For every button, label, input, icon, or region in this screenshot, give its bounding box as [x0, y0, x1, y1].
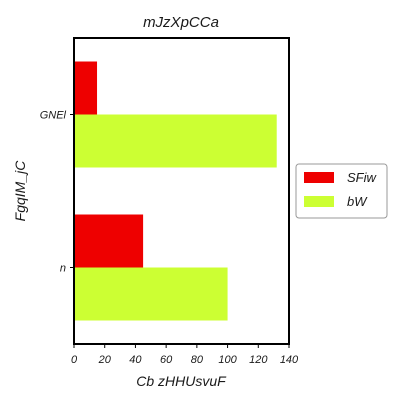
x-tick-label: 120: [249, 354, 268, 366]
x-tick-label: 80: [191, 354, 204, 366]
y-axis-label: FgqIM_jC: [12, 160, 28, 222]
legend-swatch-bw: [304, 196, 334, 207]
bar-sfiw-gnel: [74, 61, 98, 115]
y-axis-ticks: GNEl n: [40, 110, 74, 275]
y-tick-label: GNEl: [40, 110, 67, 122]
bar-bw-gnel: [74, 114, 277, 168]
x-tick-label: 140: [280, 354, 299, 366]
legend: SFiw bW: [295, 163, 388, 219]
legend-label-bw: bW: [347, 194, 368, 209]
bars-group: [74, 61, 277, 321]
chart-title: mJzXpCCa: [143, 14, 219, 31]
x-tick-label: 0: [71, 354, 78, 366]
bar-sfiw-n: [74, 214, 144, 268]
x-tick-label: 40: [129, 354, 142, 366]
bar-bw-n: [74, 267, 228, 321]
x-axis-ticks: 0 20 40 60 80 100 120 140: [71, 344, 299, 366]
x-axis-label: Cb zHHUsvuF: [136, 373, 227, 389]
x-tick-label: 60: [160, 354, 173, 366]
legend-swatch-sfiw: [304, 172, 334, 183]
legend-label-sfiw: SFiw: [347, 170, 378, 185]
plot-frame: [73, 37, 290, 345]
y-tick-label: n: [60, 263, 66, 275]
x-tick-label: 100: [218, 354, 237, 366]
x-tick-label: 20: [98, 354, 112, 366]
